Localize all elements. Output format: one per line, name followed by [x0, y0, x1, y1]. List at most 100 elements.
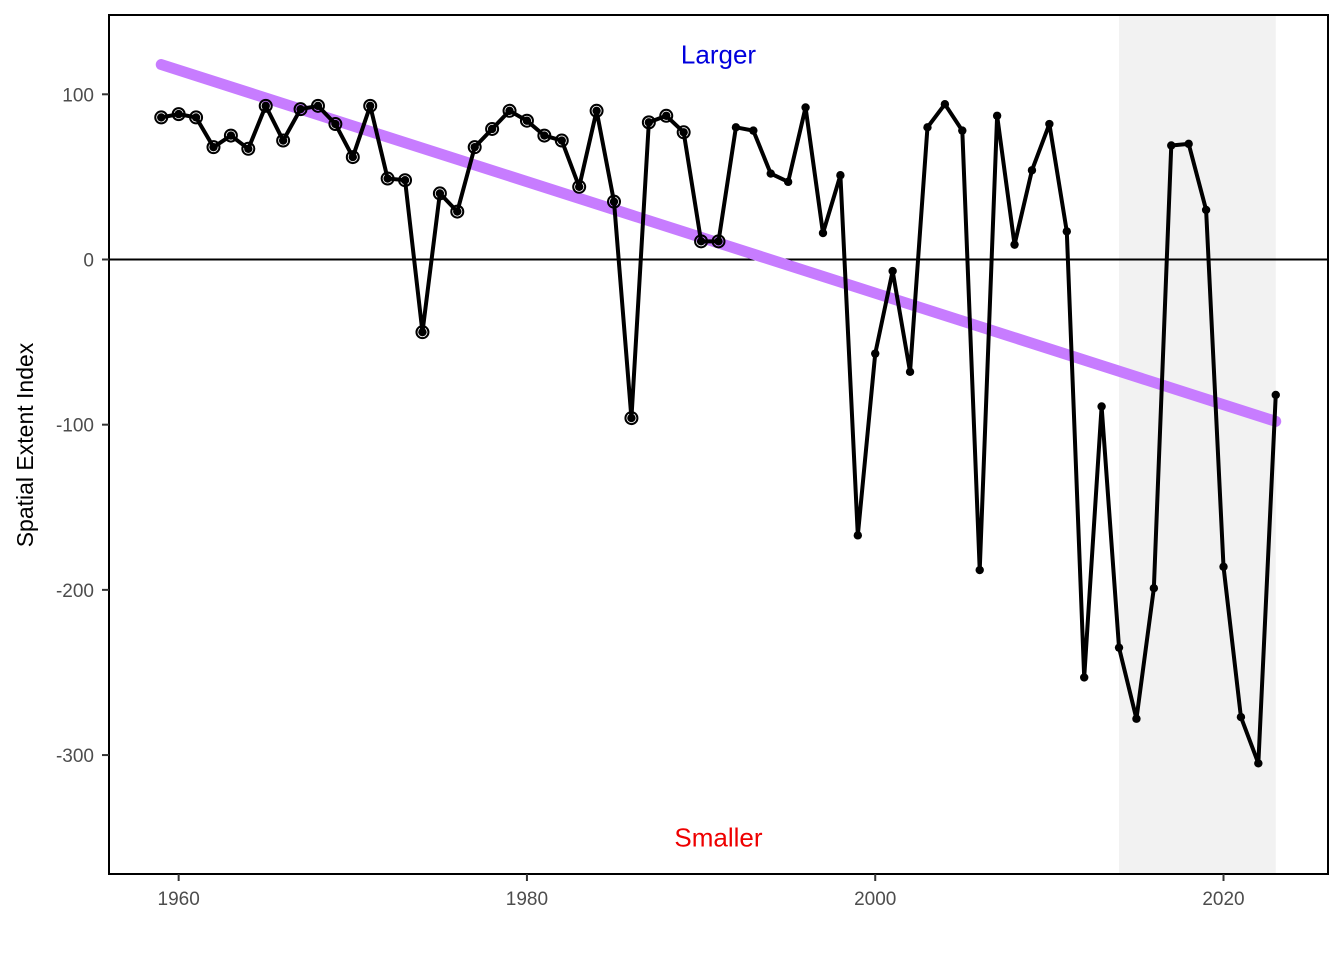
data-point — [418, 327, 427, 337]
data-point — [435, 189, 445, 198]
data-point — [1254, 759, 1263, 768]
data-point — [366, 101, 375, 111]
data-point — [522, 116, 532, 125]
data-point — [574, 182, 584, 191]
data-point-open — [154, 110, 169, 125]
data-point-open — [328, 117, 343, 132]
data-point — [174, 109, 183, 119]
x-axis: 1960 1980 2000 2020 — [158, 874, 1245, 910]
y-tick-label: 0 — [83, 250, 94, 271]
data-point — [923, 123, 932, 132]
y-tick-label: 100 — [62, 85, 94, 106]
data-point — [749, 126, 758, 135]
data-point — [662, 111, 671, 120]
data-point — [801, 103, 810, 112]
data-point — [1167, 141, 1176, 150]
data-point — [226, 131, 236, 140]
data-point-open — [345, 150, 360, 165]
data-point — [540, 131, 549, 140]
data-point — [1236, 712, 1246, 722]
data-point — [627, 413, 636, 423]
data-point — [853, 531, 863, 540]
data-markers — [154, 98, 1280, 768]
data-point — [714, 237, 723, 246]
data-point — [731, 123, 741, 132]
data-point — [888, 266, 897, 276]
data-point — [557, 136, 566, 145]
data-point-open — [450, 204, 465, 219]
data-point — [975, 565, 984, 575]
data-point — [157, 113, 166, 122]
plot-panel-border — [108, 14, 1329, 875]
data-point — [696, 237, 706, 246]
data-point — [383, 174, 392, 183]
data-point — [1045, 119, 1054, 129]
data-point-open — [398, 173, 413, 188]
data-point — [296, 104, 305, 114]
data-point — [1010, 240, 1019, 249]
data-point-open — [676, 125, 691, 140]
y-axis: 100 0 -100 -200 -300 — [56, 85, 109, 767]
data-point — [331, 119, 340, 129]
data-point-open — [502, 103, 517, 118]
data-point — [1201, 205, 1211, 215]
data-point — [871, 349, 880, 358]
data-point-open — [206, 140, 221, 155]
data-point-open — [554, 133, 569, 148]
data-point — [191, 113, 201, 122]
data-point — [1114, 643, 1124, 652]
data-point — [958, 126, 967, 135]
data-point — [836, 171, 845, 180]
data-point — [1132, 714, 1141, 723]
data-point — [313, 101, 323, 111]
data-point-open — [432, 186, 447, 201]
data-point — [400, 175, 410, 185]
data-point-open — [589, 103, 604, 118]
y-tick-label: -300 — [56, 746, 94, 767]
x-tick-label: 1960 — [158, 889, 200, 910]
annotation-larger: Larger — [681, 40, 756, 70]
data-point — [644, 118, 654, 127]
data-point — [261, 101, 270, 111]
data-point — [818, 228, 828, 238]
data-point — [487, 124, 497, 134]
y-tick-label: -200 — [56, 581, 94, 602]
data-point — [905, 367, 915, 377]
x-tick-label: 2020 — [1202, 889, 1244, 910]
x-tick-label: 2000 — [854, 889, 896, 910]
data-point — [1184, 139, 1193, 149]
data-point-open — [363, 98, 378, 113]
data-point-open — [276, 133, 291, 148]
data-point — [505, 106, 514, 116]
y-axis-label: Spatial Extent Index — [12, 342, 38, 547]
data-point-open — [310, 98, 325, 113]
data-point-open — [223, 128, 238, 143]
data-point — [1062, 227, 1071, 236]
data-point-open — [537, 128, 552, 143]
data-point — [1271, 390, 1280, 400]
data-point — [609, 197, 619, 206]
data-point — [209, 142, 218, 152]
data-point-open — [189, 110, 204, 125]
data-point-open — [641, 115, 656, 130]
y-tick-label: -100 — [56, 416, 94, 437]
data-point — [783, 177, 793, 187]
data-point-open — [607, 194, 622, 209]
data-point-open — [485, 121, 500, 136]
data-point — [992, 111, 1002, 120]
data-point-open — [293, 102, 308, 117]
data-point-open — [258, 98, 273, 113]
data-point-open — [380, 171, 395, 186]
data-point-open — [572, 179, 587, 194]
data-point — [278, 136, 288, 145]
data-point — [244, 144, 253, 154]
data-point — [766, 169, 775, 178]
data-point — [453, 207, 462, 216]
x-tick-label: 1980 — [506, 889, 548, 910]
data-point-open — [415, 325, 430, 340]
data-point — [1080, 673, 1089, 682]
data-point — [1219, 562, 1228, 571]
data-point-open — [467, 140, 482, 155]
data-point-open — [624, 411, 639, 426]
